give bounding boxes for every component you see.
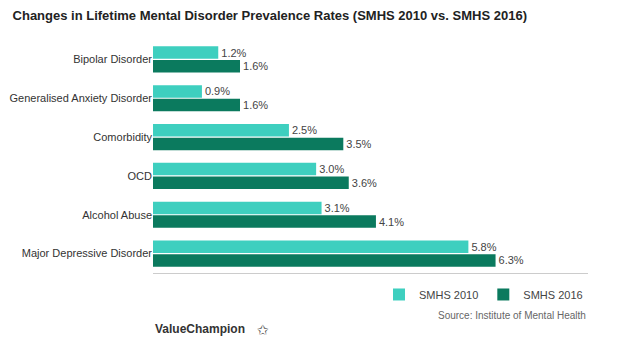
svg-text:OCD: OCD xyxy=(128,170,153,182)
svg-text:1.6%: 1.6% xyxy=(243,60,268,72)
svg-text:ValueChampion: ValueChampion xyxy=(155,322,245,336)
svg-text:4.1%: 4.1% xyxy=(379,216,404,228)
svg-text:SMHS 2016: SMHS 2016 xyxy=(523,289,582,301)
svg-text:1.6%: 1.6% xyxy=(243,99,268,111)
svg-text:Major Depressive Disorder: Major Depressive Disorder xyxy=(22,247,153,259)
svg-text:3.1%: 3.1% xyxy=(325,202,350,214)
svg-text:3.5%: 3.5% xyxy=(346,138,371,150)
svg-text:Alcohol Abuse: Alcohol Abuse xyxy=(82,209,152,221)
svg-text:Source: Institute of Mental He: Source: Institute of Mental Health xyxy=(438,310,586,321)
svg-text:SMHS 2010: SMHS 2010 xyxy=(419,289,478,301)
svg-text:Bipolar Disorder: Bipolar Disorder xyxy=(73,53,152,65)
svg-text:0.9%: 0.9% xyxy=(205,85,230,97)
svg-text:3.0%: 3.0% xyxy=(319,163,344,175)
svg-text:5.8%: 5.8% xyxy=(471,241,496,253)
svg-text:✩: ✩ xyxy=(257,322,269,338)
svg-text:Comorbidity: Comorbidity xyxy=(93,131,152,143)
svg-text:2.5%: 2.5% xyxy=(292,124,317,136)
svg-text:3.6%: 3.6% xyxy=(352,177,377,189)
svg-text:Generalised Anxiety Disorder: Generalised Anxiety Disorder xyxy=(10,92,153,104)
svg-text:Changes in Lifetime Mental Dis: Changes in Lifetime Mental Disorder Prev… xyxy=(13,8,527,23)
svg-text:1.2%: 1.2% xyxy=(221,47,246,59)
svg-text:6.3%: 6.3% xyxy=(499,254,524,266)
